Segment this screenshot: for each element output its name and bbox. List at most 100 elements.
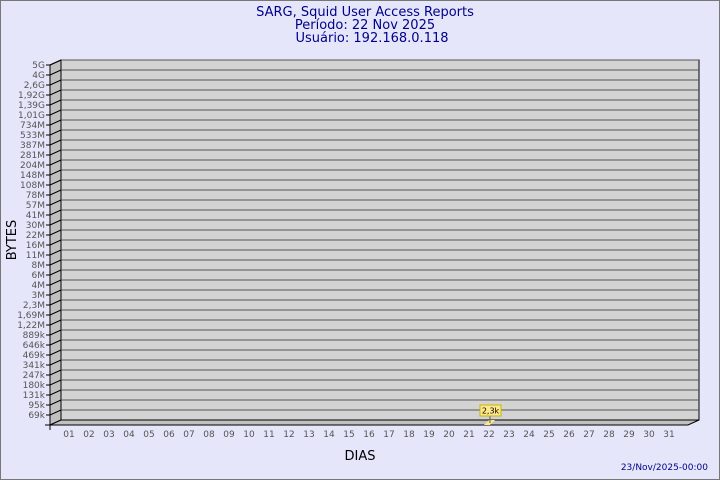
- y-tick-label: 11M: [26, 251, 45, 261]
- data-label-box: [479, 404, 502, 417]
- y-tick-label: 148M: [20, 171, 45, 181]
- y-tick-depth: [49, 409, 62, 416]
- x-tick-label: 20: [443, 430, 455, 440]
- y-tick-depth: [49, 239, 62, 246]
- y-tick-label: 889k: [23, 331, 46, 341]
- y-tick-label: 69k: [28, 411, 45, 421]
- y-tick-depth: [49, 349, 62, 356]
- y-tick-depth: [49, 249, 62, 256]
- x-tick-label: 24: [523, 430, 535, 440]
- y-tick-depth: [49, 139, 62, 146]
- y-tick-label: 16M: [26, 241, 45, 251]
- y-axis-label: BYTES: [5, 220, 20, 261]
- y-tick-depth: [49, 159, 62, 166]
- x-tick-label: 23: [503, 430, 514, 440]
- x-tick-label: 16: [363, 430, 375, 440]
- x-tick-label: 04: [123, 430, 135, 440]
- x-tick-label: 14: [323, 430, 335, 440]
- y-tick-depth: [49, 209, 62, 216]
- y-tick-label: 22M: [26, 231, 45, 241]
- y-tick-label: 1,22M: [17, 321, 45, 331]
- y-tick-label: 41M: [26, 211, 45, 221]
- x-tick-label: 21: [463, 430, 474, 440]
- y-tick-label: 646k: [23, 341, 46, 351]
- y-tick-label: 3M: [32, 291, 46, 301]
- y-tick-label: 6M: [32, 271, 46, 281]
- y-tick-depth: [49, 399, 62, 406]
- x-tick-label: 28: [603, 430, 615, 440]
- floor: [49, 419, 700, 426]
- x-tick-label: 09: [223, 430, 235, 440]
- y-tick-depth: [49, 339, 62, 346]
- y-tick-depth: [49, 59, 62, 66]
- y-tick-depth: [49, 309, 62, 316]
- y-tick-depth: [49, 319, 62, 326]
- y-tick-depth: [49, 379, 62, 386]
- y-tick-label: 533M: [20, 131, 45, 141]
- y-tick-depth: [49, 129, 62, 136]
- y-tick-label: 8M: [32, 261, 46, 271]
- y-tick-depth: [49, 389, 62, 396]
- x-tick-label: 06: [163, 430, 175, 440]
- y-tick-label: 4G: [32, 71, 45, 81]
- x-tick-label: 10: [243, 430, 255, 440]
- x-tick-label: 17: [383, 430, 394, 440]
- y-tick-label: 95k: [28, 401, 45, 411]
- y-tick-depth: [49, 329, 62, 336]
- y-tick-label: 30M: [26, 221, 45, 231]
- y-tick-depth: [49, 89, 62, 96]
- y-tick-label: 281M: [20, 151, 45, 161]
- y-tick-label: 469k: [23, 351, 46, 361]
- chart-title: SARG, Squid User Access Reports: [256, 5, 474, 20]
- y-tick-depth: [49, 99, 62, 106]
- y-tick-depth: [49, 79, 62, 86]
- y-tick-label: 4M: [32, 281, 46, 291]
- x-tick-label: 13: [303, 430, 314, 440]
- x-tick-label: 18: [403, 430, 415, 440]
- y-tick-label: 1,39G: [18, 101, 45, 111]
- x-tick-label: 03: [103, 430, 114, 440]
- x-tick-label: 29: [623, 430, 635, 440]
- x-axis-label: DIAS: [345, 449, 376, 464]
- y-tick-label: 2,3M: [23, 301, 45, 311]
- y-tick-depth: [49, 189, 62, 196]
- x-tick-label: 27: [583, 430, 594, 440]
- x-tick-label: 12: [283, 430, 294, 440]
- x-tick-label: 19: [423, 430, 435, 440]
- y-tick-depth: [49, 279, 62, 286]
- y-tick-depth: [49, 149, 62, 156]
- y-tick-label: 341k: [23, 361, 46, 371]
- x-tick-label: 31: [663, 430, 674, 440]
- y-tick-depth: [49, 259, 62, 266]
- y-tick-label: 204M: [20, 161, 45, 171]
- y-tick-label: 131k: [23, 391, 46, 401]
- y-tick-depth: [49, 299, 62, 306]
- y-tick-depth: [49, 369, 62, 376]
- y-tick-label: 108M: [20, 181, 45, 191]
- x-tick-label: 02: [83, 430, 94, 440]
- y-tick-depth: [49, 269, 62, 276]
- x-tick-label: 22: [483, 430, 494, 440]
- y-tick-depth: [49, 229, 62, 236]
- y-tick-label: 57M: [26, 201, 45, 211]
- x-tick-label: 05: [143, 430, 154, 440]
- y-tick-depth: [49, 169, 62, 176]
- chart-subtitle-period: Período: 22 Nov 2025: [295, 18, 435, 33]
- x-tick-label: 26: [563, 430, 575, 440]
- x-tick-label: 15: [343, 430, 354, 440]
- y-tick-depth: [49, 289, 62, 296]
- y-tick-depth: [49, 199, 62, 206]
- y-tick-label: 1,69M: [17, 311, 45, 321]
- chart-subtitle-user: Usuário: 192.168.0.118: [295, 31, 448, 46]
- x-tick-label: 11: [263, 430, 274, 440]
- y-tick-label: 734M: [20, 121, 45, 131]
- y-tick-depth: [49, 179, 62, 186]
- y-tick-label: 180k: [23, 381, 46, 391]
- y-tick-label: 78M: [26, 191, 45, 201]
- y-tick-label: 1,92G: [18, 91, 45, 101]
- y-tick-label: 1,01G: [18, 111, 45, 121]
- y-tick-depth: [49, 359, 62, 366]
- x-tick-label: 07: [183, 430, 194, 440]
- y-tick-depth: [49, 69, 62, 76]
- x-tick-label: 30: [643, 430, 655, 440]
